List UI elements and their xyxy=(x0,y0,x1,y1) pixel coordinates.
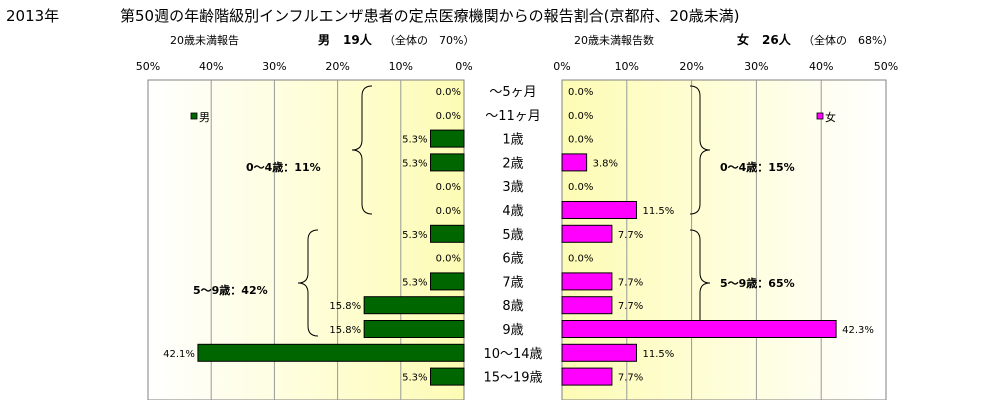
female-0-4-brace xyxy=(689,85,711,215)
left-panel-count: 19人 xyxy=(343,32,373,47)
female-bars: 0.0% 0.0% 0.0% 3.8% 0.0% 11.5% 7.7% 0.0% 7.7% 7.7… xyxy=(561,87,874,386)
right-tick-label: 0% xyxy=(553,60,570,73)
male-data-label: 0.0% xyxy=(436,87,461,98)
left-tick-label: 20% xyxy=(325,60,349,73)
category-label: ～11ヶ月 xyxy=(485,109,541,124)
female-legend-label: 女 xyxy=(825,110,836,124)
left-axis-ticks: 50% 40% 30% 20% 10% 0% xyxy=(136,60,473,73)
male-data-label: 5.3% xyxy=(402,373,427,384)
category-label: ～5ヶ月 xyxy=(489,85,536,100)
male-data-label: 0.0% xyxy=(436,111,461,122)
female-data-label: 7.7% xyxy=(618,277,643,288)
category-label: 7歳 xyxy=(502,275,523,290)
female-bar xyxy=(561,343,638,362)
male-data-label: 42.1% xyxy=(163,349,195,360)
male-bar xyxy=(430,367,465,386)
male-bar xyxy=(363,320,465,338)
female-data-label: 7.7% xyxy=(618,301,643,312)
category-label: 6歳 xyxy=(502,252,523,267)
female-bar xyxy=(561,296,613,315)
male-data-label: 0.0% xyxy=(436,254,461,265)
category-labels: ～5ヶ月 ～11ヶ月 1歳 2歳 3歳 4歳 5歳 6歳 7歳 8歳 9歳 10～14歳 15～19歳 xyxy=(483,85,542,386)
male-bar xyxy=(430,129,465,148)
year-label: 2013年 xyxy=(6,7,59,25)
right-tick-label: 40% xyxy=(809,60,833,73)
male-bar xyxy=(430,272,465,291)
female-data-label: 0.0% xyxy=(568,111,593,122)
female-data-label: 0.0% xyxy=(568,182,593,193)
female-bar xyxy=(561,367,613,386)
left-tick-label: 10% xyxy=(389,60,413,73)
male-data-label: 5.3% xyxy=(402,277,427,288)
right-tick-label: 10% xyxy=(615,60,639,73)
category-label: 10～14歳 xyxy=(483,347,542,362)
category-label: 5歳 xyxy=(502,228,523,243)
female-data-label: 42.3% xyxy=(842,325,874,336)
male-data-label: 15.8% xyxy=(329,301,361,312)
category-label: 15～19歳 xyxy=(483,371,542,386)
female-0-4-group-label: 0～4歳：15% xyxy=(720,160,795,174)
female-data-label: 7.7% xyxy=(618,230,643,241)
category-label: 4歳 xyxy=(502,204,523,219)
female-data-label: 0.0% xyxy=(568,254,593,265)
male-data-label: 5.3% xyxy=(402,158,427,169)
male-data-label: 15.8% xyxy=(329,325,361,336)
male-0-4-brace xyxy=(351,85,373,215)
male-5-9-group-label: 5～9歳：42% xyxy=(193,283,268,297)
category-label: 2歳 xyxy=(502,156,523,171)
male-5-9-brace xyxy=(297,229,319,337)
left-tick-label: 40% xyxy=(199,60,223,73)
category-label: 9歳 xyxy=(502,323,523,338)
category-label: 1歳 xyxy=(502,133,523,148)
male-legend-label: 男 xyxy=(199,111,210,124)
right-panel-share: （全体の 68%） xyxy=(803,33,893,47)
chart-title: 第50週の年齢階級別インフルエンザ患者の定点医療機関からの報告割合(京都府、20… xyxy=(120,7,739,25)
female-data-label: 3.8% xyxy=(593,158,618,169)
left-tick-label: 50% xyxy=(136,60,160,73)
female-bar xyxy=(561,153,588,172)
right-panel-caption: 20歳未満報告数 xyxy=(574,34,654,47)
female-legend-swatch xyxy=(816,112,824,120)
male-data-label: 0.0% xyxy=(436,206,461,217)
male-bars: 0.0% 0.0% 5.3% 5.3% 0.0% 0.0% 5.3% 0.0% 5.3% 15.8… xyxy=(163,87,465,386)
right-panel-count: 26人 xyxy=(762,32,792,47)
left-tick-label: 0% xyxy=(455,60,472,73)
female-data-label: 7.7% xyxy=(618,373,643,384)
male-bar xyxy=(363,296,465,315)
category-label: 8歳 xyxy=(502,299,523,314)
right-tick-label: 20% xyxy=(679,60,703,73)
male-bar xyxy=(430,153,465,172)
female-bar xyxy=(561,201,638,219)
left-panel-gender: 男 xyxy=(318,33,330,47)
left-panel-caption: 20歳未満報告 xyxy=(170,34,239,47)
female-bar xyxy=(561,224,613,243)
male-data-label: 0.0% xyxy=(436,182,461,193)
left-panel-share: （全体の 70%） xyxy=(384,33,474,47)
male-bar xyxy=(430,224,465,243)
female-data-label: 0.0% xyxy=(568,135,593,146)
female-data-label: 0.0% xyxy=(568,87,593,98)
male-bar xyxy=(197,343,465,362)
male-legend-swatch xyxy=(190,112,198,120)
right-tick-label: 50% xyxy=(874,60,898,73)
left-tick-label: 30% xyxy=(262,60,286,73)
female-data-label: 11.5% xyxy=(643,349,675,360)
female-data-label: 11.5% xyxy=(643,206,675,217)
male-data-label: 5.3% xyxy=(402,230,427,241)
male-0-4-group-label: 0～4歳：11% xyxy=(246,160,321,174)
category-label: 3歳 xyxy=(502,180,523,195)
female-bar xyxy=(561,272,613,291)
right-axis-ticks: 0% 10% 20% 30% 40% 50% xyxy=(553,60,898,73)
male-data-label: 5.3% xyxy=(402,135,427,146)
right-panel-gender: 女 xyxy=(737,32,749,47)
right-tick-label: 30% xyxy=(744,60,768,73)
female-bar xyxy=(561,320,837,338)
female-5-9-group-label: 5～9歳：65% xyxy=(720,276,795,290)
